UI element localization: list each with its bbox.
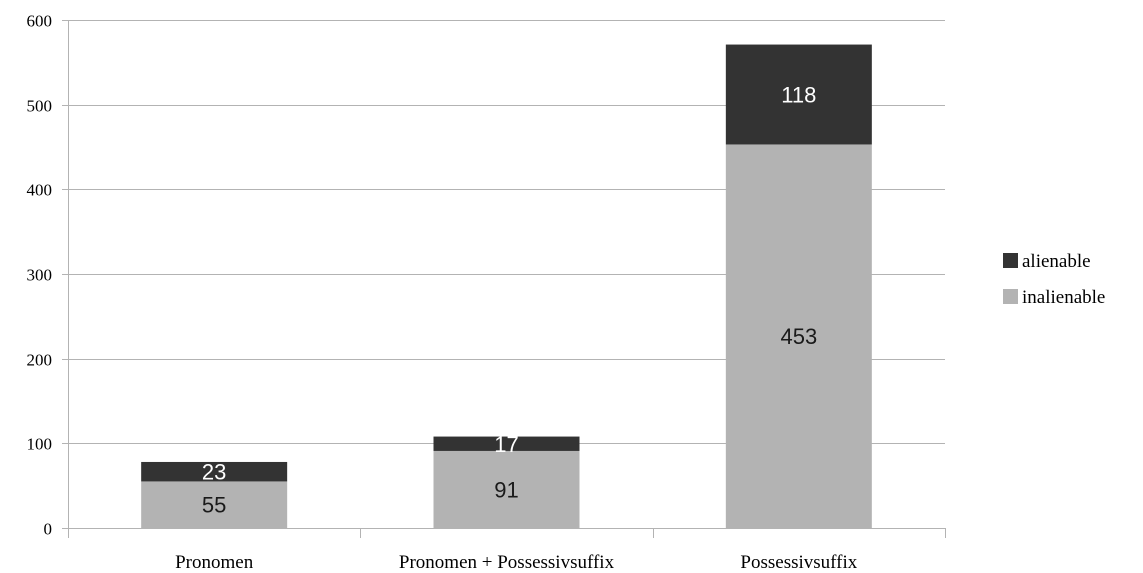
data-label-alienable-0: 23 bbox=[202, 460, 226, 485]
x-category-label-1: Pronomen + Possessivsuffix bbox=[399, 552, 615, 573]
x-category-label-0: Pronomen bbox=[175, 552, 254, 573]
y-tick-label-400: 400 bbox=[27, 181, 53, 200]
bar-inalienable-2 bbox=[725, 144, 872, 528]
bar-inalienable-1 bbox=[433, 450, 580, 528]
y-tick-labels: 0 100 200 300 400 500 600 bbox=[27, 12, 53, 539]
legend-label-inalienable: inalienable bbox=[1022, 287, 1105, 308]
bar-alienable-2 bbox=[725, 44, 872, 145]
y-tick-label-300: 300 bbox=[27, 266, 53, 285]
bar-alienable-0 bbox=[141, 461, 288, 482]
data-labels: 55 23 91 17 453 118 bbox=[202, 83, 817, 518]
y-tick-label-200: 200 bbox=[27, 351, 53, 370]
bar-alienable-1 bbox=[433, 436, 580, 451]
legend-label-alienable: alienable bbox=[1022, 251, 1091, 272]
data-label-alienable-2: 118 bbox=[781, 83, 816, 108]
legend-swatch-alienable bbox=[1003, 253, 1018, 268]
x-category-labels: Pronomen Pronomen + Possessivsuffix Posses… bbox=[175, 552, 858, 573]
data-label-alienable-1: 17 bbox=[494, 432, 518, 457]
data-label-inalienable-1: 91 bbox=[494, 477, 518, 502]
y-tick-label-500: 500 bbox=[27, 97, 53, 116]
legend: alienable inalienable bbox=[1003, 251, 1105, 308]
legend-swatch-inalienable bbox=[1003, 289, 1018, 304]
bars bbox=[141, 44, 872, 528]
axes bbox=[62, 20, 946, 538]
y-tick-label-100: 100 bbox=[27, 435, 53, 454]
data-label-inalienable-0: 55 bbox=[202, 493, 226, 518]
bar-inalienable-0 bbox=[141, 481, 288, 528]
y-tick-label-0: 0 bbox=[44, 520, 53, 539]
x-category-label-2: Possessivsuffix bbox=[740, 552, 857, 573]
y-tick-label-600: 600 bbox=[27, 12, 53, 31]
data-label-inalienable-2: 453 bbox=[780, 324, 817, 349]
